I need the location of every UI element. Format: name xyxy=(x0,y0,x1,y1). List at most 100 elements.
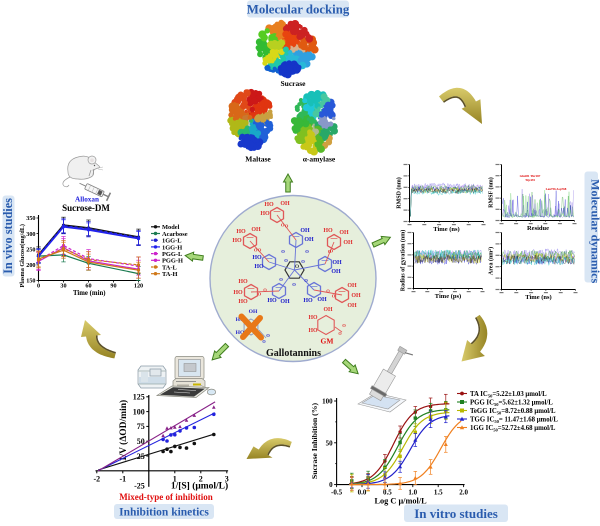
svg-text:75: 75 xyxy=(137,422,145,431)
svg-text:HO: HO xyxy=(238,279,248,285)
svg-text:200: 200 xyxy=(26,262,35,269)
svg-text:OH: OH xyxy=(343,240,353,246)
svg-text:O: O xyxy=(254,247,258,252)
svg-text:GM: GM xyxy=(321,337,334,346)
svg-text:100: 100 xyxy=(322,398,333,406)
svg-text:-1: -1 xyxy=(119,474,126,483)
svg-text:O: O xyxy=(304,278,308,283)
svg-text:Gallotannins: Gallotannins xyxy=(266,348,321,359)
svg-text:O: O xyxy=(292,282,296,287)
svg-text:OH: OH xyxy=(249,309,258,315)
svg-text:HO: HO xyxy=(254,264,264,270)
svg-text:120: 120 xyxy=(134,282,143,289)
svg-text:PGG-H: PGG-H xyxy=(162,258,183,265)
svg-text:Leu756 Asp768: Leu756 Asp768 xyxy=(546,187,567,191)
svg-text:HO: HO xyxy=(233,290,243,296)
svg-text:HO: HO xyxy=(267,298,277,304)
svg-text:100: 100 xyxy=(133,407,145,416)
svg-text:α-amylase: α-amylase xyxy=(303,155,336,164)
svg-text:Trp435: Trp435 xyxy=(525,178,535,182)
svg-text:50: 50 xyxy=(137,437,145,446)
svg-text:Alloxan: Alloxan xyxy=(75,196,99,204)
svg-text:O: O xyxy=(342,323,346,328)
svg-text:Model: Model xyxy=(162,224,180,231)
svg-text:O: O xyxy=(258,292,262,297)
svg-text:HO: HO xyxy=(232,238,242,244)
svg-text:Time (min): Time (min) xyxy=(73,290,106,297)
svg-text:Acarbose: Acarbose xyxy=(162,231,188,238)
svg-text:OH: OH xyxy=(351,293,361,299)
svg-text:3: 3 xyxy=(225,474,229,483)
svg-text:PGG-L: PGG-L xyxy=(162,251,182,258)
svg-text:O: O xyxy=(305,249,309,254)
svg-text:O: O xyxy=(330,249,334,254)
svg-text:Sucrase: Sucrase xyxy=(281,79,307,88)
svg-text:1/V (ΔOD/min): 1/V (ΔOD/min) xyxy=(118,400,129,461)
svg-text:1GG-H: 1GG-H xyxy=(162,244,182,251)
svg-text:HO: HO xyxy=(238,299,248,305)
svg-text:60: 60 xyxy=(85,282,91,289)
svg-text:O: O xyxy=(279,277,283,282)
svg-text:OH: OH xyxy=(339,230,349,236)
svg-text:1.5: 1.5 xyxy=(434,489,443,497)
svg-text:2.0: 2.0 xyxy=(459,489,468,497)
svg-text:HO: HO xyxy=(252,255,262,261)
svg-text:1GG IC50=52.72±4.68 μmol/L: 1GG IC50=52.72±4.68 μmol/L xyxy=(470,425,556,433)
svg-text:RMSF (nm): RMSF (nm) xyxy=(488,177,495,208)
svg-text:300: 300 xyxy=(26,231,35,238)
svg-text:OH: OH xyxy=(331,269,341,275)
svg-text:-25: -25 xyxy=(134,481,145,490)
svg-text:350: 350 xyxy=(26,215,35,222)
svg-text:OH: OH xyxy=(280,299,290,305)
svg-text:Maltase: Maltase xyxy=(245,155,271,164)
svg-text:Plasma Glucose(mg/dL): Plasma Glucose(mg/dL) xyxy=(19,224,26,287)
svg-text:OH: OH xyxy=(251,227,261,233)
svg-text:OH: OH xyxy=(332,260,342,266)
svg-text:O: O xyxy=(281,223,285,228)
svg-text:1/[S] (μmol/L): 1/[S] (μmol/L) xyxy=(171,481,228,492)
svg-text:Log C μ/mol/L: Log C μ/mol/L xyxy=(375,497,428,506)
svg-text:O: O xyxy=(285,224,289,229)
svg-text:1GG-L: 1GG-L xyxy=(162,238,182,245)
svg-text:OH: OH xyxy=(347,303,357,309)
svg-text:0: 0 xyxy=(329,481,333,489)
svg-text:TA-L: TA-L xyxy=(162,264,177,271)
svg-text:TA IC50=5.22±1.03 μmol/L: TA IC50=5.22±1.03 μmol/L xyxy=(470,391,547,399)
svg-text:Sucrose-DM: Sucrose-DM xyxy=(62,203,110,213)
svg-text:250: 250 xyxy=(26,246,35,253)
svg-text:150: 150 xyxy=(26,278,35,285)
svg-text:Area (nm²): Area (nm²) xyxy=(488,247,495,275)
svg-text:RMSD (nm): RMSD (nm) xyxy=(396,177,403,209)
svg-text:PGG IC50=5.62±1.32 μmol/L: PGG IC50=5.62±1.32 μmol/L xyxy=(470,399,553,407)
svg-text:HO: HO xyxy=(303,298,313,304)
svg-text:HO: HO xyxy=(323,228,333,234)
svg-text:Molecular dynamics: Molecular dynamics xyxy=(588,179,600,283)
svg-text:O: O xyxy=(266,333,270,338)
svg-text:Sucrase Inhibition (%): Sucrase Inhibition (%) xyxy=(310,402,319,479)
svg-text:TA-H: TA-H xyxy=(162,271,178,278)
svg-text:TGG IC50= 11.47±1.68 μmol/L: TGG IC50= 11.47±1.68 μmol/L xyxy=(470,416,558,424)
svg-text:HO: HO xyxy=(264,202,274,208)
svg-text:HO: HO xyxy=(236,317,245,323)
svg-text:125: 125 xyxy=(133,393,145,402)
svg-text:Inhibition kinetics: Inhibition kinetics xyxy=(119,507,209,519)
svg-text:2: 2 xyxy=(199,474,203,483)
svg-text:Time (ns): Time (ns) xyxy=(525,294,551,301)
svg-text:50: 50 xyxy=(326,439,334,447)
svg-text:TeGG IC50=8.72±0.88 μmol/L: TeGG IC50=8.72±0.88 μmol/L xyxy=(470,408,556,416)
svg-text:OH: OH xyxy=(317,297,327,303)
svg-text:O: O xyxy=(258,248,262,253)
svg-text:O: O xyxy=(262,339,266,344)
svg-text:In vivo studies: In vivo studies xyxy=(1,198,15,274)
svg-text:OH: OH xyxy=(304,237,314,243)
svg-text:O: O xyxy=(332,294,336,299)
svg-text:O: O xyxy=(284,258,288,263)
svg-text:O: O xyxy=(263,288,267,293)
svg-text:-2: -2 xyxy=(93,474,100,483)
svg-text:0.5: 0.5 xyxy=(383,489,392,497)
svg-text:OH: OH xyxy=(280,201,290,207)
svg-text:O: O xyxy=(295,264,300,270)
svg-text:HO: HO xyxy=(308,328,318,334)
svg-text:Mixed-type of inhibition: Mixed-type of inhibition xyxy=(119,492,213,502)
svg-text:Glu281 Thr287: Glu281 Thr287 xyxy=(520,174,541,178)
